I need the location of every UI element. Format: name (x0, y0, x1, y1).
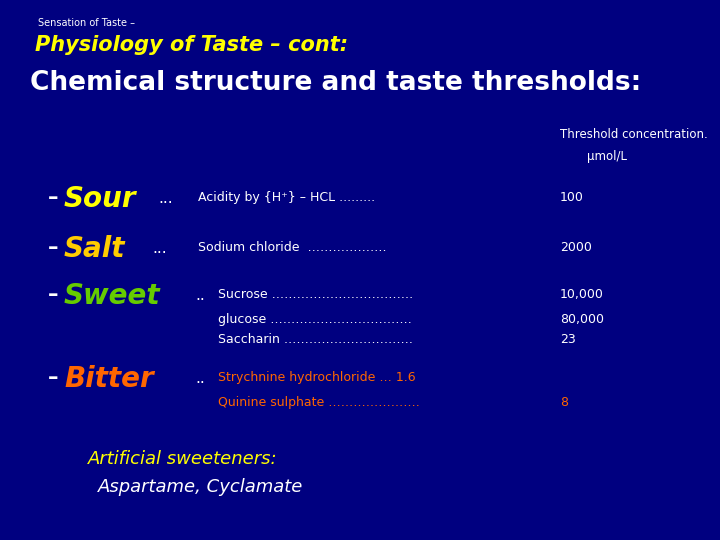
Text: Physiology of Taste – cont:: Physiology of Taste – cont: (35, 35, 348, 55)
Text: Strychnine hydrochloride … 1.6: Strychnine hydrochloride … 1.6 (218, 371, 415, 384)
Text: Sucrose …………………………….: Sucrose ……………………………. (218, 288, 413, 301)
Text: Sour: Sour (64, 185, 137, 213)
Text: 10,000: 10,000 (560, 288, 604, 301)
Text: Aspartame, Cyclamate: Aspartame, Cyclamate (98, 478, 303, 496)
Text: ..: .. (195, 371, 204, 386)
Text: Bitter: Bitter (64, 365, 153, 393)
Text: 80,000: 80,000 (560, 313, 604, 326)
Text: Salt: Salt (64, 235, 125, 263)
Text: 23: 23 (560, 333, 576, 346)
Text: 100: 100 (560, 191, 584, 204)
Text: –: – (48, 188, 58, 208)
Text: μmol/L: μmol/L (587, 150, 627, 163)
Text: Chemical structure and taste thresholds:: Chemical structure and taste thresholds: (30, 70, 642, 96)
Text: 2000: 2000 (560, 241, 592, 254)
Text: Acidity by {H⁺} – HCL .........: Acidity by {H⁺} – HCL ......... (198, 191, 375, 204)
Text: Threshold concentration.: Threshold concentration. (560, 128, 708, 141)
Text: Sodium chloride  ……………….: Sodium chloride ………………. (198, 241, 387, 254)
Text: 8: 8 (560, 396, 568, 409)
Text: –: – (48, 238, 58, 258)
Text: Sweet: Sweet (64, 282, 161, 310)
Text: Quinine sulphate ………………….: Quinine sulphate …………………. (218, 396, 420, 409)
Text: glucose …………………………….: glucose ……………………………. (218, 313, 412, 326)
Text: ..: .. (195, 288, 204, 303)
Text: –: – (48, 285, 58, 305)
Text: Artificial sweeteners:: Artificial sweeteners: (88, 450, 278, 468)
Text: ...: ... (152, 241, 166, 256)
Text: –: – (48, 368, 58, 388)
Text: ...: ... (158, 191, 173, 206)
Text: Saccharin ………………………….: Saccharin …………………………. (218, 333, 413, 346)
Text: Sensation of Taste –: Sensation of Taste – (38, 18, 135, 28)
